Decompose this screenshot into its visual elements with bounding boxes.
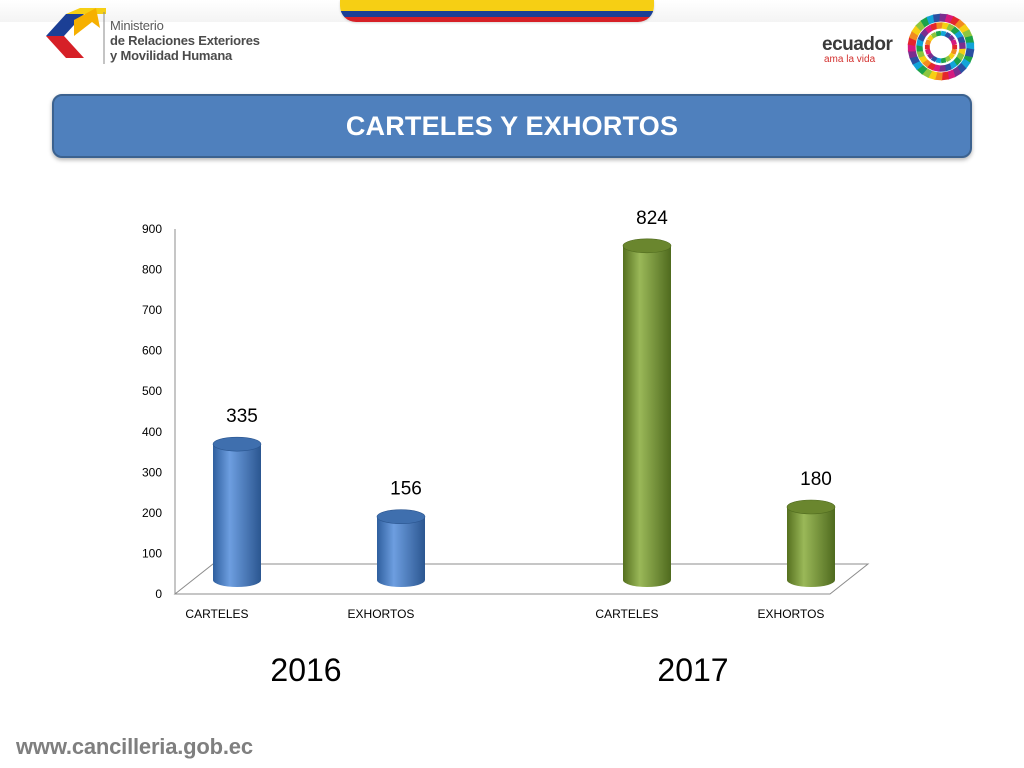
ministry-line-3: y Movilidad Humana [110, 48, 233, 63]
bar-value-label: 824 [636, 208, 668, 229]
y-tick-label: 900 [142, 222, 162, 236]
bar-body [377, 516, 425, 587]
category-label: EXHORTOS [758, 607, 825, 621]
bar-2017-exhortos [786, 499, 836, 587]
y-tick-label: 600 [142, 344, 162, 358]
y-tick-label: 200 [142, 506, 162, 520]
flag-tab [340, 0, 654, 22]
ecuador-brand-word: ecuador [822, 34, 893, 55]
ecuador-tagline: ama la vida [824, 54, 876, 65]
bar-2016-exhortos [376, 509, 426, 587]
bar-body [213, 444, 261, 587]
bar-value-label: 335 [226, 406, 258, 427]
page-title: CARTELES Y EXHORTOS [345, 110, 679, 141]
y-tick-label: 100 [142, 546, 162, 560]
y-tick-label: 500 [142, 384, 162, 398]
flag-blue-stripe [340, 11, 654, 17]
group-label-2016: 2016 [270, 652, 342, 688]
bar-value-label: 180 [800, 469, 832, 490]
y-tick-label: 300 [142, 465, 162, 479]
bar-top [786, 499, 836, 515]
category-label: CARTELES [185, 607, 248, 621]
bar-value-label: 156 [390, 479, 422, 500]
category-label: EXHORTOS [348, 607, 415, 621]
flag-red-stripe [340, 17, 654, 22]
bar-2016-carteles [212, 436, 262, 587]
footer-website-link[interactable]: www.cancilleria.gob.ec [16, 734, 253, 759]
ministry-line-1: Ministerio [110, 18, 164, 33]
ministry-logo-icon [46, 8, 106, 64]
ecuador-flower-logo-icon [907, 13, 975, 81]
bar-body [623, 245, 671, 588]
group-label-2017: 2017 [657, 652, 729, 688]
bar-top [376, 509, 426, 525]
title-bar: CARTELES Y EXHORTOS [52, 94, 972, 158]
bar-top [622, 238, 672, 254]
bar-body [787, 507, 835, 587]
y-tick-label: 700 [142, 303, 162, 317]
flag-yellow-stripe [340, 0, 654, 11]
bar-2017-carteles [622, 238, 672, 588]
y-tick-label: 400 [142, 425, 162, 439]
y-tick-label: 0 [155, 587, 162, 601]
y-tick-label: 800 [142, 263, 162, 277]
chart-floor-plane [173, 563, 870, 595]
ministry-name: Ministerio de Relaciones Exteriores y Mo… [110, 18, 310, 63]
ministry-line-2: de Relaciones Exteriores [110, 33, 260, 48]
category-label: CARTELES [595, 607, 658, 621]
bar-top [212, 436, 262, 452]
